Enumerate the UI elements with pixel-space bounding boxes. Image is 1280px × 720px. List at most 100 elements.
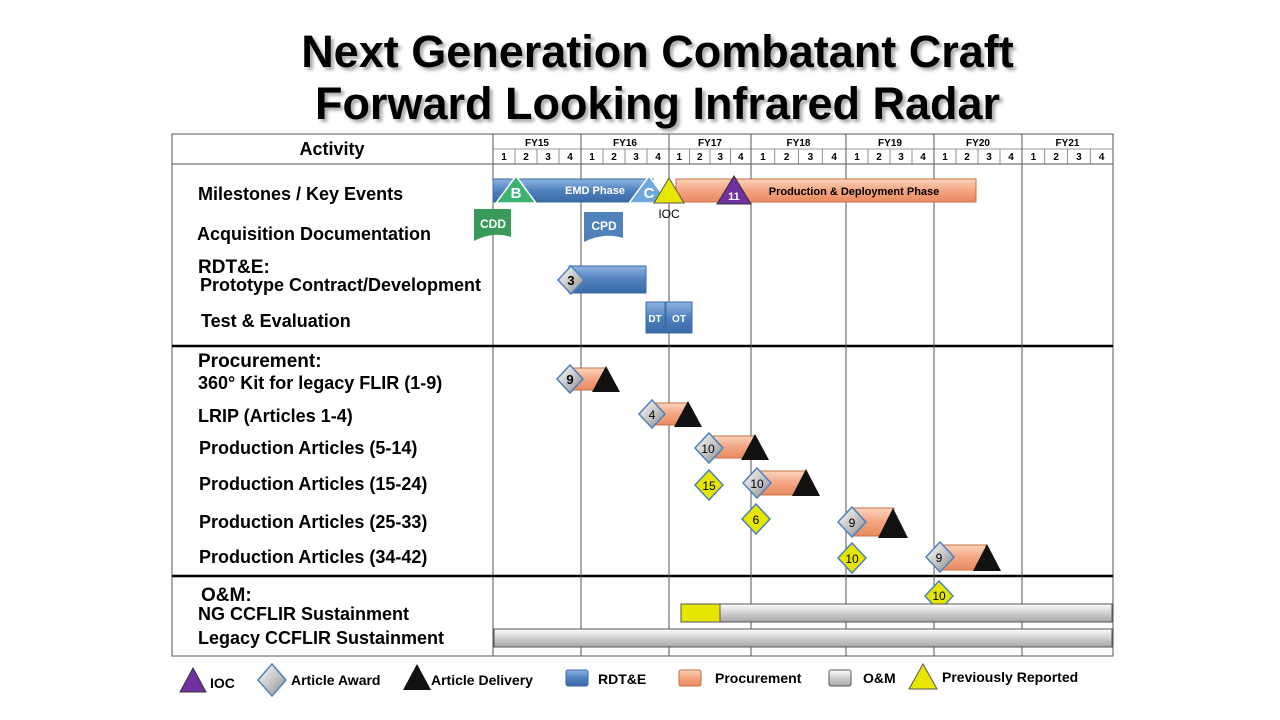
legend-procurement-label: Procurement	[715, 670, 802, 686]
row-label-legacy-sustainment: Legacy CCFLIR Sustainment	[198, 628, 445, 648]
prod-34-42-delivery-marker	[973, 544, 1001, 571]
lrip-award-label: 4	[649, 408, 656, 422]
prod-15-24-award-label: 10	[750, 477, 764, 491]
legacy-sustainment-bar	[493, 628, 1113, 648]
ioc-marker	[716, 175, 752, 205]
prod-15-24-previous-label: 15	[702, 479, 716, 493]
ioc-previously-reported-marker	[653, 177, 685, 204]
lrip-award-diamond	[637, 398, 667, 430]
prod-25-33-award-label: 9	[849, 516, 856, 530]
ng-sustainment-previous-bar	[680, 603, 721, 623]
prod-15-24-award-diamond	[741, 466, 773, 500]
quarter-label: 3	[717, 152, 723, 163]
cpd-document-icon	[584, 212, 623, 242]
legend-article-award-icon	[257, 662, 287, 698]
procurement-rows: 9 4 10 10 15 9 6 9 10	[555, 363, 1001, 575]
milestones-row: EMD Phase Production & Deployment Phase …	[492, 174, 977, 221]
legend-rdte-label: RDT&E	[598, 671, 647, 687]
quarter-label: 3	[633, 152, 639, 163]
fiscal-year-label: FY18	[787, 138, 811, 149]
quarter-label: 4	[831, 152, 837, 163]
quarter-label: 4	[655, 152, 661, 163]
quarter-label: 3	[898, 152, 904, 163]
prod-25-33-previous-label: 6	[753, 513, 760, 527]
prod-34-42-award-diamond	[924, 540, 956, 574]
ng-sustainment-bar	[719, 603, 1113, 623]
fiscal-year-label: FY15	[525, 138, 549, 149]
prod-25-33-award-diamond	[836, 505, 868, 539]
row-label-prod-25-33: Production Articles (25-33)	[199, 512, 428, 532]
dt-bar	[645, 301, 666, 334]
fiscal-year-header: FY15 FY16 FY17 FY18 FY19 FY20 FY21	[525, 138, 1080, 149]
ioc-label: IOC	[658, 207, 680, 221]
fiscal-year-label: FY21	[1056, 138, 1080, 149]
quarter-label: 2	[697, 152, 703, 163]
milestone-b-marker	[494, 174, 538, 204]
quarter-label: 1	[589, 152, 595, 163]
row-label-prod-15-24: Production Articles (15-24)	[199, 474, 428, 494]
row-label-acquisition-docs: Acquisition Documentation	[197, 224, 431, 244]
milestone-c-label: C	[644, 185, 655, 202]
cdd-document-icon	[474, 209, 511, 241]
quarter-label: 2	[876, 152, 882, 163]
row-label-kit360: 360° Kit for legacy FLIR (1-9)	[198, 373, 443, 393]
row-label-lrip: LRIP (Articles 1-4)	[198, 406, 353, 426]
quarter-label: 1	[1031, 152, 1037, 163]
quarter-label: 2	[611, 152, 617, 163]
prod-5-14-delivery-marker	[741, 434, 769, 460]
row-label-ng-sustainment: NG CCFLIR Sustainment	[198, 604, 410, 624]
row-label-test-evaluation: Test & Evaluation	[201, 311, 351, 331]
quarter-label: 4	[738, 152, 744, 163]
row-label-prototype: Prototype Contract/Development	[200, 275, 482, 295]
cdd-label: CDD	[480, 217, 506, 231]
row-label-milestones: Milestones / Key Events	[198, 184, 404, 204]
rdte-rows: 3 DT OT	[556, 264, 693, 334]
quarter-label: 1	[501, 152, 507, 163]
lrip-delivery-marker	[674, 401, 702, 427]
fiscal-year-label: FY17	[698, 138, 722, 149]
legend	[179, 662, 938, 698]
dt-label: DT	[648, 314, 661, 325]
quarter-label: 3	[545, 152, 551, 163]
om-rows: 10	[493, 579, 1113, 648]
legend-article-award-label: Article Award	[291, 672, 381, 688]
quarter-label: 4	[1099, 152, 1105, 163]
row-label-prod-34-42: Production Articles (34-42)	[199, 547, 428, 567]
quarter-label: 3	[1076, 152, 1082, 163]
quarter-label: 1	[760, 152, 766, 163]
section-label-rdte: RDT&E:	[198, 257, 270, 278]
legend-procurement-swatch	[678, 669, 702, 687]
quarter-label: 2	[964, 152, 970, 163]
row-label-prod-5-14: Production Articles (5-14)	[199, 438, 418, 458]
quarter-label: 3	[986, 152, 992, 163]
quarter-label: 2	[1053, 152, 1059, 163]
acquisition-docs-row: CDD CPD	[474, 209, 623, 242]
legend-om-swatch	[828, 669, 852, 687]
prod-15-24-delivery-marker	[792, 469, 820, 496]
quarter-header: 1 2 3 4 1 2 3 4 1 2 3 4 1 2 3 4 1 2 3 4 1 2 3 4 1 2 3 4	[501, 152, 1105, 163]
quarter-label: 1	[676, 152, 682, 163]
quarter-label: 4	[920, 152, 926, 163]
fiscal-year-label: FY19	[878, 138, 902, 149]
prod-25-33-delivery-marker	[878, 508, 908, 538]
prod-5-14-award-label: 10	[701, 442, 715, 456]
om-previous-label: 10	[932, 589, 946, 603]
prototype-bar	[568, 265, 647, 294]
kit360-delivery-marker	[592, 366, 620, 392]
quarter-label: 4	[1008, 152, 1014, 163]
page-title-line-1: Next Generation Combatant Craft	[301, 26, 1014, 77]
quarter-label: 4	[567, 152, 573, 163]
legend-article-delivery-icon	[403, 664, 431, 690]
activity-column-header: Activity	[299, 139, 365, 159]
prod-34-42-previous-diamond	[836, 541, 868, 575]
quarter-label: 2	[523, 152, 529, 163]
section-label-om: O&M:	[201, 585, 252, 606]
quarter-label: 1	[854, 152, 860, 163]
fiscal-year-label: FY20	[966, 138, 990, 149]
prod-34-42-previous-label: 10	[845, 552, 859, 566]
table-grid	[171, 133, 1114, 657]
prod-25-33-previous-diamond	[740, 502, 772, 536]
prototype-award-label: 3	[567, 273, 574, 288]
kit360-award-label: 9	[566, 372, 573, 387]
